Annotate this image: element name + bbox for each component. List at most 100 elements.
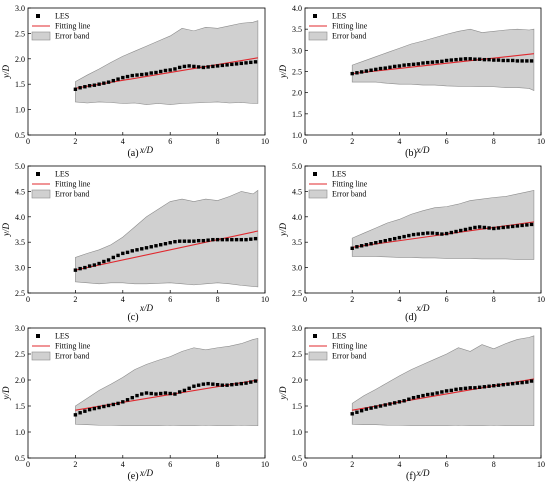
les-point xyxy=(144,72,149,76)
les-point xyxy=(111,78,116,83)
y-tick-label: 3.0 xyxy=(15,324,25,333)
les-point xyxy=(506,225,510,229)
fitting-line xyxy=(75,57,258,89)
x-axis-label: x/D xyxy=(139,303,153,313)
les-point xyxy=(239,381,243,386)
x-tick-label: 2 xyxy=(350,460,354,469)
x-tick-label: 2 xyxy=(73,137,77,146)
les-point xyxy=(106,403,111,408)
les-point xyxy=(244,381,248,385)
les-point xyxy=(211,237,215,242)
y-tick-label: 1.0 xyxy=(292,428,302,437)
les-point xyxy=(440,232,444,236)
x-tick-label: 10 xyxy=(261,137,269,146)
plot-frame xyxy=(27,165,266,294)
x-tick-label: 0 xyxy=(303,295,307,304)
les-point xyxy=(449,230,454,235)
x-tick-label: 6 xyxy=(168,137,172,146)
les-point xyxy=(130,249,134,253)
panel-label: (f) xyxy=(406,471,416,482)
les-point xyxy=(364,69,369,73)
les-point xyxy=(206,381,210,386)
les-point xyxy=(154,70,158,75)
y-tick-label: 2.5 xyxy=(15,29,25,38)
x-tick-label: 0 xyxy=(303,460,307,469)
les-point xyxy=(421,393,425,398)
les-point xyxy=(364,407,369,411)
les-point xyxy=(168,241,172,245)
x-tick-label: 8 xyxy=(216,460,220,469)
les-point xyxy=(487,57,491,62)
les-point xyxy=(249,60,253,65)
x-tick-label: 2 xyxy=(73,460,77,469)
les-point xyxy=(125,74,130,79)
les-point xyxy=(463,57,468,61)
les-point xyxy=(421,231,425,236)
les-point xyxy=(492,58,496,62)
les-point xyxy=(454,387,458,392)
les-point xyxy=(529,59,534,63)
y-tick-label: 2.0 xyxy=(292,376,302,385)
les-point xyxy=(111,255,116,260)
les-point xyxy=(435,231,439,236)
les-point xyxy=(430,231,435,235)
les-point xyxy=(506,58,510,63)
y-tick-label: 5.0 xyxy=(15,162,25,171)
y-tick-label: 0.5 xyxy=(15,454,25,463)
x-axis-label: x/D xyxy=(139,145,153,155)
les-point xyxy=(182,64,187,69)
les-point xyxy=(397,235,402,240)
legend-label: Error band xyxy=(332,32,366,41)
y-tick-label: 2.5 xyxy=(15,289,25,298)
les-point xyxy=(525,59,529,63)
y-tick-label: 4.5 xyxy=(292,187,302,196)
legend-label: LES xyxy=(55,12,69,21)
legend-label: LES xyxy=(332,332,346,341)
les-point xyxy=(196,65,201,69)
les-point xyxy=(355,245,359,249)
legend-label: LES xyxy=(332,12,346,21)
y-tick-label: 3.0 xyxy=(15,4,25,13)
les-point xyxy=(182,388,187,393)
x-tick-label: 6 xyxy=(445,137,449,146)
les-point xyxy=(201,382,206,386)
les-point xyxy=(121,400,125,404)
les-point xyxy=(482,57,487,62)
y-tick-label: 1.5 xyxy=(15,80,25,89)
les-point xyxy=(359,70,364,74)
y-tick-label: 2.0 xyxy=(15,376,25,385)
les-point xyxy=(144,391,149,395)
x-axis-label: x/D xyxy=(139,468,153,478)
les-point xyxy=(163,242,168,246)
x-tick-label: 4 xyxy=(397,460,401,469)
les-point xyxy=(402,63,406,67)
les-point xyxy=(515,381,520,385)
y-tick-label: 3.5 xyxy=(15,238,25,247)
x-tick-label: 8 xyxy=(492,137,496,146)
les-point xyxy=(102,404,106,409)
error-band xyxy=(75,189,259,288)
les-point xyxy=(496,58,501,62)
les-point xyxy=(416,62,420,66)
y-tick-label: 1.0 xyxy=(15,106,25,115)
les-point xyxy=(225,383,229,387)
y-axis-label: y/D xyxy=(1,223,11,237)
les-point xyxy=(510,58,515,63)
les-point xyxy=(463,386,468,391)
les-point xyxy=(249,237,253,241)
les-point xyxy=(468,57,472,61)
les-point xyxy=(383,403,387,407)
les-point xyxy=(392,236,397,241)
les-point xyxy=(244,61,248,65)
les-point xyxy=(130,395,134,400)
les-point xyxy=(520,380,524,385)
les-point xyxy=(135,248,139,252)
les-point xyxy=(426,60,430,65)
les-point xyxy=(163,68,168,73)
les-point xyxy=(187,386,191,391)
les-point xyxy=(435,60,439,64)
les-point xyxy=(173,67,177,71)
les-point xyxy=(392,64,397,69)
